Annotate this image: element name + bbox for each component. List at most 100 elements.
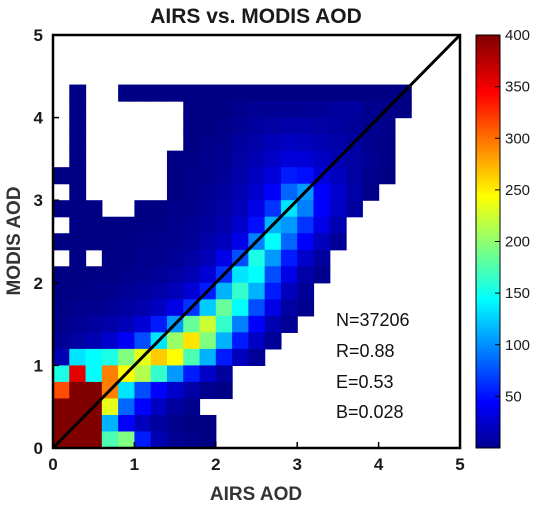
heatmap-cell: [264, 134, 282, 152]
heatmap-cell: [69, 365, 87, 383]
heatmap-cell: [118, 332, 135, 350]
heatmap-cell: [232, 266, 249, 284]
heatmap-cell: [69, 315, 87, 333]
heatmap-cell: [264, 150, 282, 168]
heatmap-cell: [183, 414, 201, 433]
heatmap-cell: [362, 101, 380, 119]
heatmap-cell: [346, 183, 363, 201]
heatmap-cell: [215, 150, 233, 168]
heatmap-cell: [264, 332, 282, 350]
heatmap-cell: [232, 84, 249, 102]
heatmap-cell: [183, 381, 201, 400]
heatmap-cell: [394, 101, 412, 119]
heatmap-cell: [264, 84, 282, 102]
heatmap-cell: [329, 134, 347, 152]
heatmap-cell: [378, 167, 396, 185]
heatmap-cell: [232, 183, 249, 201]
y-axis-label: MODIS AOD: [4, 186, 25, 295]
heatmap-cell: [150, 200, 168, 218]
colorbar-tick-label: 350: [505, 79, 530, 96]
heatmap-cell: [362, 183, 380, 201]
heatmap-cell: [85, 431, 103, 449]
heatmap-cell: [166, 150, 184, 168]
heatmap-cell: [215, 315, 233, 333]
heatmap-cell: [53, 315, 70, 333]
heatmap-cell: [313, 200, 331, 218]
heatmap-cell: [313, 266, 331, 284]
heatmap-cell: [199, 266, 217, 284]
heatmap-cell: [215, 299, 233, 317]
heatmap-cell: [85, 216, 103, 234]
y-axis-ticks: 0 1 2 3 4 5: [34, 26, 59, 458]
heatmap-cell: [134, 266, 152, 284]
heatmap-cell: [264, 101, 282, 119]
heatmap-cell: [101, 249, 119, 267]
heatmap-cell: [150, 431, 168, 449]
heatmap-cell: [264, 282, 282, 300]
heatmap-cell: [362, 134, 380, 152]
heatmap-cell: [248, 332, 266, 350]
heatmap-cell: [313, 183, 331, 201]
heatmap-cell: [297, 216, 315, 234]
heatmap-cell: [166, 365, 184, 383]
heatmap-cell: [101, 332, 119, 350]
heatmap-cell: [166, 381, 184, 400]
colorbar-tick-label: 150: [505, 285, 530, 302]
heatmap-cell: [85, 381, 103, 400]
heatmap-cell: [166, 414, 184, 433]
heatmap-cell: [183, 348, 201, 366]
heatmap-cell: [232, 233, 249, 251]
stat-b: B=0.028: [336, 402, 404, 422]
heatmap-cell: [53, 414, 70, 433]
heatmap-cell: [199, 150, 217, 168]
x-tick-label: 3: [292, 455, 301, 474]
heatmap-cell: [183, 332, 201, 350]
heatmap-cell: [183, 233, 201, 251]
heatmap-cell: [248, 117, 266, 135]
heatmap-cell: [69, 332, 87, 350]
y-tick-label: 0: [34, 439, 43, 458]
heatmap-cell: [118, 233, 135, 251]
heatmap-cell: [215, 365, 233, 383]
heatmap-cell: [329, 117, 347, 135]
y-tick-label: 1: [34, 356, 43, 375]
heatmap-cell: [215, 348, 233, 366]
heatmap-cell: [346, 200, 363, 218]
heatmap-cell: [183, 200, 201, 218]
heatmap-cell: [297, 282, 315, 300]
heatmap-cell: [53, 398, 70, 416]
heatmap-cell: [69, 431, 87, 449]
heatmap-cell: [199, 216, 217, 234]
heatmap-cell: [264, 200, 282, 218]
heatmap-cell: [199, 183, 217, 201]
heatmap-cell: [232, 200, 249, 218]
heatmap-cell: [232, 282, 249, 300]
heatmap-cell: [248, 315, 266, 333]
heatmap-cell: [378, 117, 396, 135]
heatmap-cell: [280, 249, 298, 267]
y-tick-label: 3: [34, 191, 43, 210]
heatmap-cell: [118, 414, 135, 433]
x-tick-label: 4: [374, 455, 384, 474]
heatmap-cell: [85, 332, 103, 350]
heatmap-cell: [199, 315, 217, 333]
chart-title: AIRS vs. MODIS AOD: [150, 5, 362, 28]
heatmap-cell: [69, 398, 87, 416]
heatmap-cell: [134, 332, 152, 350]
heatmap-cell: [215, 200, 233, 218]
heatmap-cell: [313, 134, 331, 152]
heatmap-cell: [150, 381, 168, 400]
heatmap-cell: [215, 117, 233, 135]
heatmap-cell: [183, 216, 201, 234]
heatmap-cell: [85, 365, 103, 383]
heatmap-cell: [183, 315, 201, 333]
heatmap-cell: [362, 84, 380, 102]
heatmap-cell: [150, 315, 168, 333]
x-axis-ticks: 0 1 2 3 4 5: [48, 442, 465, 474]
stat-e: E=0.53: [336, 372, 394, 392]
heatmap-cell: [101, 299, 119, 317]
heatmap-cell: [297, 134, 315, 152]
heatmap-cell: [232, 150, 249, 168]
colorbar-tick-label: 50: [505, 388, 522, 405]
heatmap-cell: [248, 299, 266, 317]
